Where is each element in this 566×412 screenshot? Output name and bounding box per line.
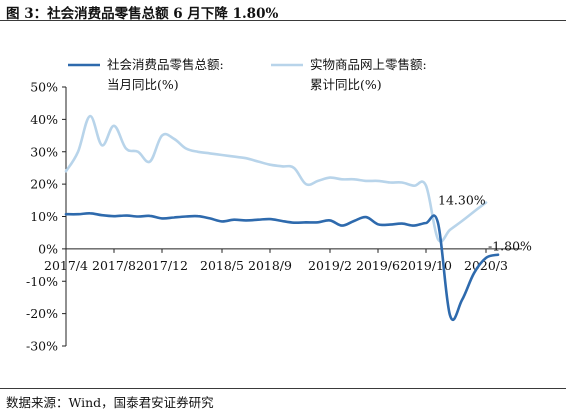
legend-label-retail-line1: 社会消费品零售总额: xyxy=(107,57,224,72)
x-tick-label: 2017/4 xyxy=(44,258,88,273)
y-tick-label: 30% xyxy=(30,144,58,159)
title-rule xyxy=(0,20,566,21)
y-tick-label: 50% xyxy=(30,80,58,95)
end-label-retail-sales: -1.80% xyxy=(488,239,532,254)
legend-label-online-line2: 累计同比(%) xyxy=(310,77,382,92)
y-tick-label: -10% xyxy=(26,274,58,289)
y-tick-label: 40% xyxy=(30,112,58,127)
x-tick-label: 2018/5 xyxy=(200,258,244,273)
y-tick-label: 0% xyxy=(38,241,58,256)
x-tick-label: 2019/10 xyxy=(400,258,452,273)
legend-label-online-line1: 实物商品网上零售额: xyxy=(310,57,427,72)
y-tick-label: 10% xyxy=(30,209,58,224)
data-source: 数据来源：Wind，国泰君安证券研究 xyxy=(6,395,214,410)
end-label-online-retail: 14.30% xyxy=(438,193,486,208)
x-tick-label: 2018/9 xyxy=(248,258,292,273)
y-tick-label: 20% xyxy=(30,177,58,192)
figure-title: 图 3：社会消费品零售总额 6 月下降 1.80% xyxy=(6,6,279,22)
series-line-retail-sales xyxy=(64,211,500,322)
x-tick-label: 2017/12 xyxy=(136,258,188,273)
x-tick-label: 2017/8 xyxy=(92,258,136,273)
series-line-online-retail xyxy=(64,114,488,243)
x-tick-label: 2019/6 xyxy=(356,258,400,273)
line-chart: 社会消费品零售总额: 当月同比(%) 实物商品网上零售额: 累计同比(%) -3… xyxy=(26,57,532,354)
x-tick-label: 2019/2 xyxy=(308,258,352,273)
y-tick-label: -30% xyxy=(26,339,58,354)
x-tick-label: 2020/3 xyxy=(464,258,508,273)
y-tick-label: -20% xyxy=(26,306,58,321)
footer-rule xyxy=(0,388,566,389)
legend-label-retail-line2: 当月同比(%) xyxy=(107,77,179,92)
